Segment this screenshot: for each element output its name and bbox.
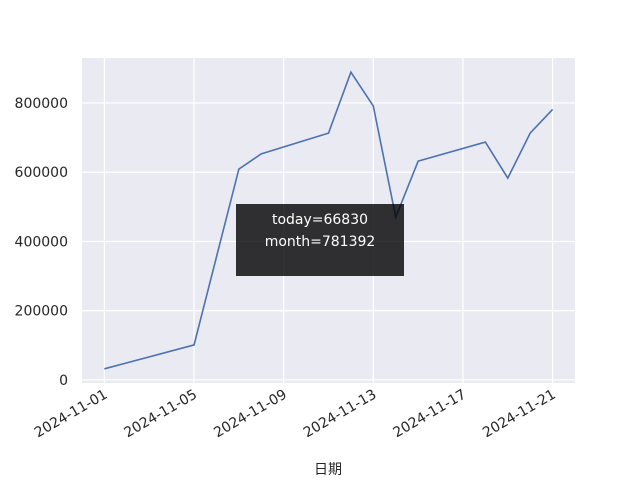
y-tick-label: 400000 bbox=[15, 234, 68, 250]
x-tick-label: 2024-11-21 bbox=[480, 387, 558, 442]
y-tick-label: 0 bbox=[59, 373, 68, 389]
x-tick-label: 2024-11-09 bbox=[211, 387, 289, 442]
tooltip-text: today=66830 bbox=[272, 212, 368, 228]
y-tick-label: 800000 bbox=[15, 96, 68, 112]
x-axis-label: 日期 bbox=[314, 462, 342, 478]
x-tick-label: 2024-11-13 bbox=[301, 387, 379, 442]
line bbox=[104, 70, 554, 370]
x-tick-label: 2024-11-05 bbox=[122, 387, 200, 442]
x-tick-label: 2024-11-01 bbox=[32, 387, 110, 442]
tooltip-box bbox=[236, 204, 404, 276]
x-tick-label: 2024-11-17 bbox=[390, 387, 468, 442]
y-tick-label: 600000 bbox=[15, 165, 68, 181]
y-tick-label: 200000 bbox=[15, 304, 68, 320]
tooltip-text: month=781392 bbox=[265, 234, 376, 250]
tooltip: today=66830 month=781392 bbox=[236, 204, 404, 276]
